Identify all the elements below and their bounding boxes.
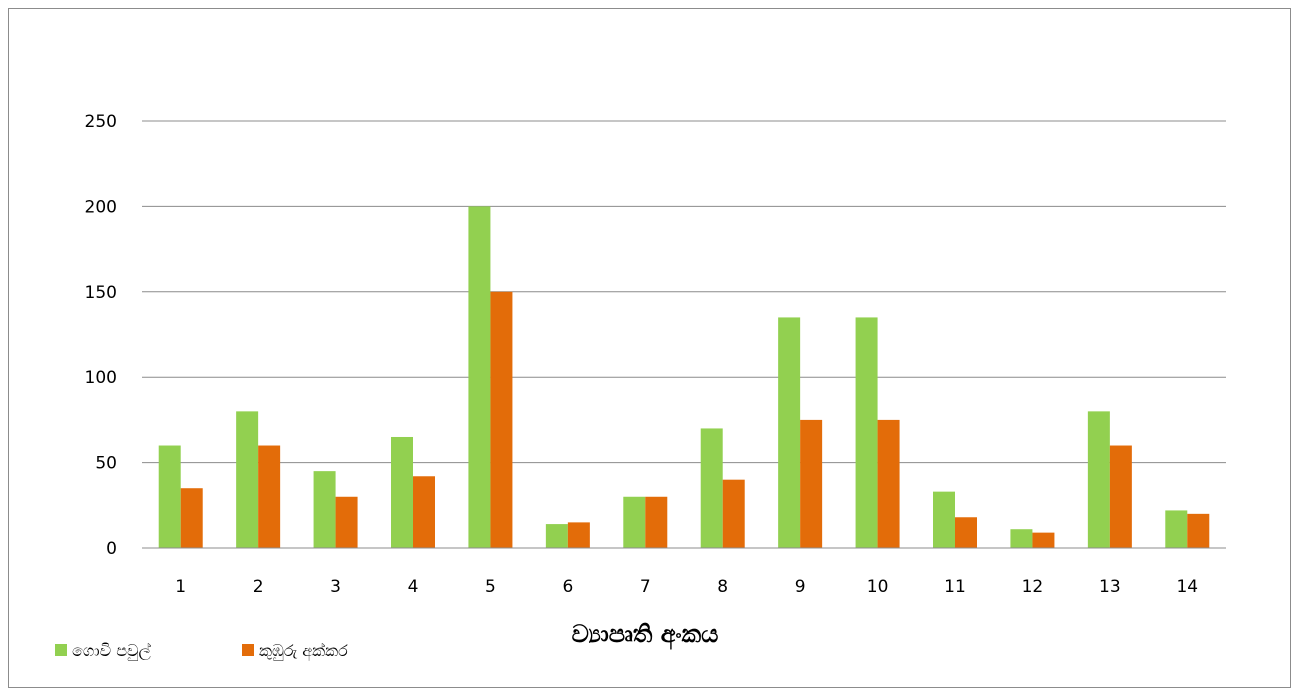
x-tick-label: 7 bbox=[640, 577, 651, 597]
x-tick-label: 2 bbox=[253, 577, 264, 597]
x-tick-label: 5 bbox=[485, 577, 496, 597]
bar-series-2-cat-3 bbox=[335, 496, 358, 548]
y-axis-tick-labels: 0 50 100 150 200 250 bbox=[85, 112, 117, 559]
x-tick-label: 10 bbox=[867, 577, 889, 597]
bar-series-1-cat-3 bbox=[313, 471, 336, 548]
bar-series-1-cat-8 bbox=[700, 428, 723, 548]
bar-series-2-cat-14 bbox=[1187, 513, 1210, 548]
y-tick-label: 100 bbox=[85, 368, 117, 388]
bar-series-2-cat-7 bbox=[645, 496, 668, 548]
bar-series-1-cat-14 bbox=[1165, 510, 1188, 548]
legend: ගොවි පවුල් කුඹුරු අක්කර bbox=[55, 641, 348, 661]
x-tick-label: 12 bbox=[1022, 577, 1044, 597]
bar-series-2-cat-10 bbox=[877, 419, 900, 548]
bar-series-2-cat-12 bbox=[1032, 532, 1055, 548]
bar-series-2-cat-5 bbox=[490, 291, 513, 548]
x-tick-label: 1 bbox=[175, 577, 186, 597]
bar-series-1-cat-13 bbox=[1087, 411, 1110, 548]
legend-label-series-1: ගොවි පවුල් bbox=[72, 641, 151, 661]
legend-swatch-series-1 bbox=[55, 644, 67, 656]
bar-series-2-cat-6 bbox=[567, 522, 590, 548]
x-tick-label: 6 bbox=[562, 577, 573, 597]
bar-series-1-cat-4 bbox=[391, 436, 413, 548]
bar-series-2-cat-1 bbox=[180, 488, 203, 548]
bar-series-2-cat-8 bbox=[722, 479, 745, 548]
bar-series-1-cat-11 bbox=[933, 491, 955, 548]
bar-series-1-cat-10 bbox=[855, 317, 878, 548]
bar-series-1-cat-2 bbox=[236, 411, 259, 548]
x-tick-label: 14 bbox=[1176, 577, 1198, 597]
bars bbox=[158, 206, 1210, 548]
x-axis-title: ව්‍යාපෘති අංකය bbox=[572, 620, 719, 650]
x-tick-label: 8 bbox=[717, 577, 728, 597]
bar-series-2-cat-2 bbox=[258, 445, 281, 548]
bar-series-1-cat-1 bbox=[158, 445, 181, 548]
y-tick-label: 50 bbox=[95, 454, 117, 474]
legend-swatch-series-2 bbox=[242, 644, 254, 656]
bar-series-2-cat-13 bbox=[1109, 445, 1132, 548]
bar-series-2-cat-9 bbox=[800, 419, 823, 548]
x-tick-label: 13 bbox=[1099, 577, 1121, 597]
bar-series-1-cat-6 bbox=[545, 524, 568, 548]
x-tick-label: 9 bbox=[795, 577, 806, 597]
bar-series-1-cat-9 bbox=[778, 317, 801, 548]
x-tick-label: 11 bbox=[944, 577, 966, 597]
bar-series-1-cat-7 bbox=[623, 496, 646, 548]
y-tick-label: 200 bbox=[85, 197, 117, 217]
legend-label-series-2: කුඹුරු අක්කර bbox=[259, 641, 348, 661]
y-tick-label: 250 bbox=[85, 112, 117, 132]
y-tick-label: 150 bbox=[85, 283, 117, 303]
bar-series-1-cat-12 bbox=[1010, 529, 1033, 548]
y-tick-label: 0 bbox=[106, 539, 117, 559]
x-tick-label: 4 bbox=[408, 577, 419, 597]
gridlines bbox=[142, 120, 1226, 464]
bar-series-1-cat-5 bbox=[468, 206, 491, 548]
x-tick-label: 3 bbox=[330, 577, 341, 597]
x-axis-tick-labels: 1 2 3 4 5 6 7 8 9 10 11 12 13 14 bbox=[175, 577, 1198, 597]
bar-series-2-cat-4 bbox=[413, 476, 435, 548]
bar-series-2-cat-11 bbox=[955, 517, 977, 548]
